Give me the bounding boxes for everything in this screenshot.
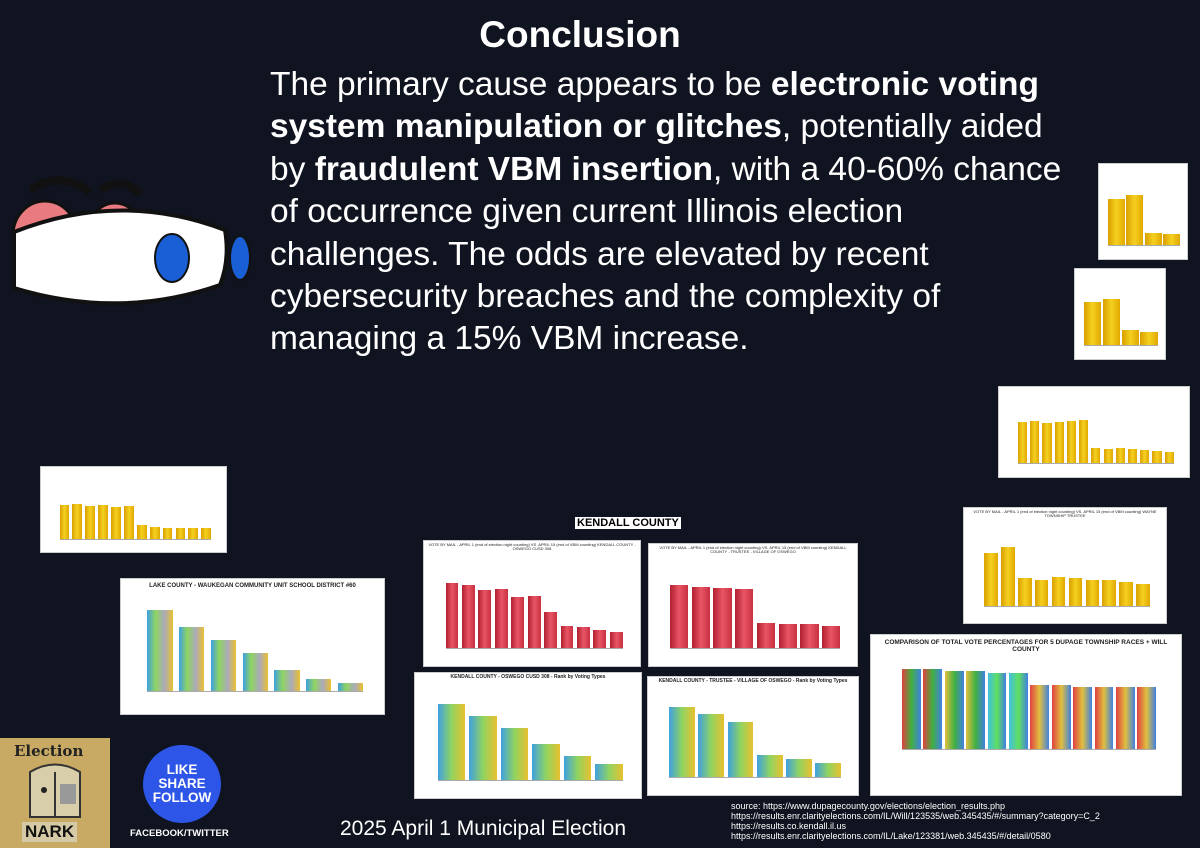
chart-red-oswego-village: VOTE BY MAIL - APRIL 1 (end of election … bbox=[648, 543, 858, 667]
chart-dupage-comparison: COMPARISON OF TOTAL VOTE PERCENTAGES FOR… bbox=[870, 634, 1182, 796]
oswego-village-title: KENDALL COUNTY - TRUSTEE - VILLAGE OF OS… bbox=[658, 678, 848, 684]
comparison-chart-title: COMPARISON OF TOTAL VOTE PERCENTAGES FOR… bbox=[884, 639, 1168, 653]
conclusion-paragraph: The primary cause appears to be electron… bbox=[270, 66, 1062, 358]
red2-chart-title: VOTE BY MAIL - APRIL 1 (end of election … bbox=[659, 545, 847, 555]
badge-line-follow: FOLLOW bbox=[152, 790, 212, 805]
kendall-county-label: KENDALL COUNTY bbox=[575, 517, 681, 529]
chart-red-oswego-cusd: VOTE BY MAIL - APRIL 1 (end of election … bbox=[423, 540, 641, 667]
source-line: https://results.enr.clarityelections.com… bbox=[731, 831, 1051, 841]
source-line: source: https://www.dupagecounty.gov/ele… bbox=[731, 801, 1005, 811]
chart-thumbnail-wayne: VOTE BY MAIL - APRIL 1 (end of election … bbox=[963, 507, 1167, 624]
source-line: https://results.co.kendall.il.us bbox=[731, 821, 847, 831]
lake-chart-title: LAKE COUNTY - WAUKEGAN COMMUNITY UNIT SC… bbox=[149, 583, 356, 589]
chart-oswego-cusd-voting-types: KENDALL COUNTY - OSWEGO CUSD 308 - Rank … bbox=[414, 672, 642, 799]
cartoon-eyes-icon bbox=[11, 176, 251, 306]
logo-top-text: Election bbox=[14, 742, 84, 760]
source-line: https://results.enr.clarityelections.com… bbox=[731, 811, 1100, 821]
sources-list: source: https://www.dupagecounty.gov/ele… bbox=[731, 801, 1100, 841]
logo-bottom-text: NARK bbox=[22, 822, 78, 842]
red1-chart-title: VOTE BY MAIL - APRIL 1 (end of election … bbox=[428, 542, 636, 552]
face-icon bbox=[29, 763, 81, 818]
like-share-follow-badge[interactable]: LIKE SHARE FOLLOW bbox=[143, 745, 221, 823]
election-nark-logo: Election NARK bbox=[0, 738, 110, 848]
chart-oswego-village-voting-types: KENDALL COUNTY - TRUSTEE - VILLAGE OF OS… bbox=[647, 676, 859, 796]
chart-lake-county: LAKE COUNTY - WAUKEGAN COMMUNITY UNIT SC… bbox=[120, 578, 385, 715]
badge-line-like: LIKE bbox=[166, 762, 198, 777]
oswego-cusd-title: KENDALL COUNTY - OSWEGO CUSD 308 - Rank … bbox=[450, 674, 606, 680]
wayne-chart-title: VOTE BY MAIL - APRIL 1 (end of election … bbox=[973, 509, 1157, 519]
social-caption: FACEBOOK/TWITTER bbox=[130, 828, 229, 839]
chart-thumbnail-gold-2 bbox=[1074, 268, 1166, 360]
footer-title: 2025 April 1 Municipal Election bbox=[340, 817, 627, 840]
chart-thumbnail-gold-left bbox=[40, 466, 227, 553]
slide-title: Conclusion bbox=[479, 14, 681, 55]
chart-thumbnail-gold-3 bbox=[998, 386, 1190, 478]
chart-thumbnail-gold-1 bbox=[1098, 163, 1188, 260]
badge-line-share: SHARE bbox=[158, 776, 206, 791]
